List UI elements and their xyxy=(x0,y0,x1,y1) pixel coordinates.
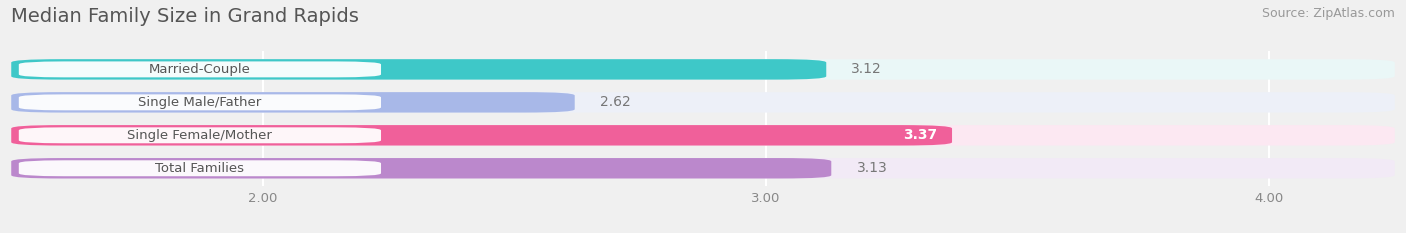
Text: Single Female/Mother: Single Female/Mother xyxy=(128,129,273,142)
Text: Total Families: Total Families xyxy=(156,162,245,175)
Text: 2.62: 2.62 xyxy=(600,95,631,109)
Text: Source: ZipAtlas.com: Source: ZipAtlas.com xyxy=(1261,7,1395,20)
FancyBboxPatch shape xyxy=(11,125,1395,146)
FancyBboxPatch shape xyxy=(11,92,575,113)
FancyBboxPatch shape xyxy=(18,62,381,77)
Text: Single Male/Father: Single Male/Father xyxy=(138,96,262,109)
FancyBboxPatch shape xyxy=(11,59,1395,80)
Text: 3.37: 3.37 xyxy=(903,128,936,142)
Text: Median Family Size in Grand Rapids: Median Family Size in Grand Rapids xyxy=(11,7,359,26)
FancyBboxPatch shape xyxy=(11,59,827,80)
FancyBboxPatch shape xyxy=(18,127,381,143)
FancyBboxPatch shape xyxy=(18,94,381,110)
FancyBboxPatch shape xyxy=(11,92,1395,113)
FancyBboxPatch shape xyxy=(11,158,831,178)
FancyBboxPatch shape xyxy=(11,125,952,146)
Text: 3.13: 3.13 xyxy=(856,161,887,175)
FancyBboxPatch shape xyxy=(18,160,381,176)
Text: 3.12: 3.12 xyxy=(852,62,882,76)
Text: Married-Couple: Married-Couple xyxy=(149,63,250,76)
FancyBboxPatch shape xyxy=(11,158,1395,178)
